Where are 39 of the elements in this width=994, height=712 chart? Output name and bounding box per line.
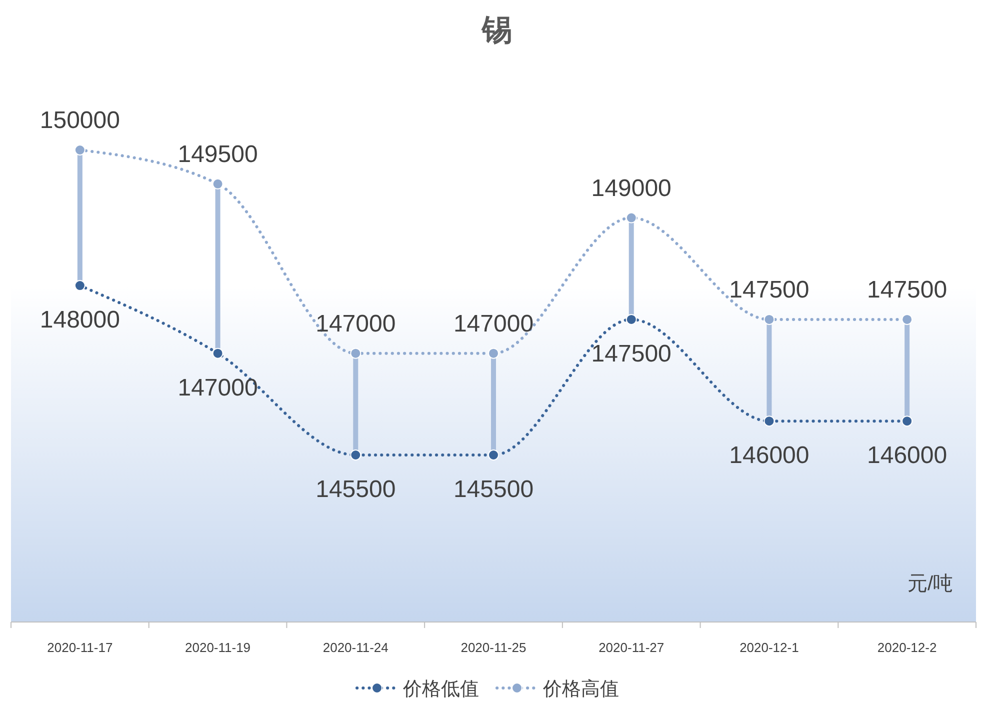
chart-title: 锡: [481, 14, 512, 47]
x-tick-label: 2020-11-19: [185, 640, 251, 655]
data-label: 147000: [316, 310, 396, 338]
x-tick-label: 2020-11-24: [322, 640, 388, 655]
data-label: 147500: [867, 276, 948, 304]
data-label: 145500: [316, 476, 396, 503]
x-tick-label: 2020-11-25: [460, 640, 526, 655]
point: [626, 212, 637, 224]
data-label: 149500: [178, 140, 258, 168]
data-label: 146000: [867, 442, 948, 470]
point: [350, 450, 362, 460]
text: 元/吨: [907, 573, 953, 595]
point: [350, 348, 362, 359]
point: [764, 314, 775, 325]
data-label: 147500: [729, 276, 810, 304]
x-tick-label: 2020-12-2: [877, 640, 937, 655]
point: [488, 450, 499, 460]
data-label: 150000: [40, 107, 120, 134]
point: [902, 416, 913, 427]
data-label: 147000: [453, 310, 534, 338]
point: [74, 280, 86, 292]
data-label: 145500: [453, 476, 534, 503]
point: [626, 314, 637, 325]
data-label: 147000: [178, 374, 258, 402]
point: [212, 348, 224, 359]
point: [74, 144, 86, 156]
point: [902, 314, 913, 325]
data-label: 149000: [591, 174, 672, 202]
x-tick-label: 2020-11-17: [47, 640, 113, 655]
data-label: 147500: [591, 340, 672, 368]
x-tick-label: 2020-11-27: [598, 640, 664, 655]
x-tick-label: 2020-12-1: [740, 640, 799, 655]
legend-label: 价格高值: [542, 678, 619, 700]
point: [764, 416, 775, 427]
legend-label: 价格低值: [402, 679, 479, 700]
point: [212, 178, 224, 190]
data-label: 148000: [40, 306, 120, 334]
point: [488, 348, 499, 359]
data-label: 146000: [729, 442, 810, 470]
